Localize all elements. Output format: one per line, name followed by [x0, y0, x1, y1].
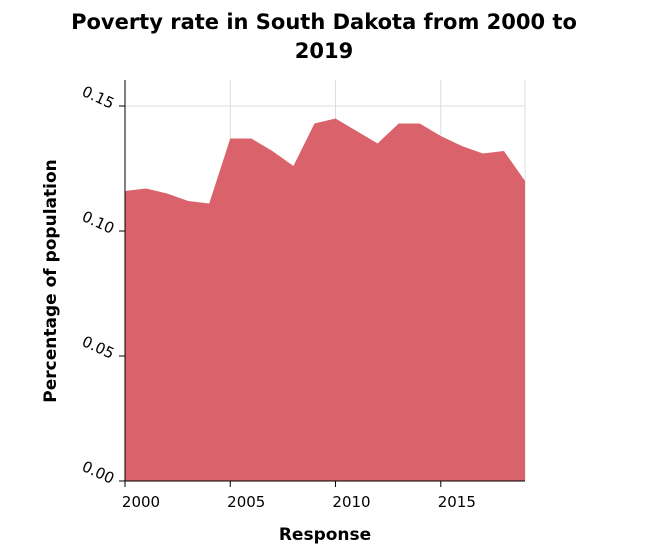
chart-title: Poverty rate in South Dakota from 2000 t…	[0, 8, 648, 66]
chart-title-line-2: 2019	[294, 39, 354, 63]
area-series	[125, 118, 525, 481]
x-tick-label: 2010	[332, 493, 370, 511]
y-tick-label: 0.15	[79, 82, 117, 112]
x-tick-label: 2015	[438, 493, 476, 511]
y-axis-label: Percentage of population	[41, 159, 61, 402]
y-tick-labels: 0.00 0.05 0.10 0.15	[79, 82, 117, 487]
x-tick-label: 2005	[227, 493, 265, 511]
chart-title-line-1: Poverty rate in South Dakota from 2000 t…	[71, 10, 577, 34]
y-tick-label: 0.10	[79, 207, 117, 237]
x-axis-label: Response	[279, 525, 371, 545]
y-tick-label: 0.05	[79, 332, 117, 362]
y-tick-label: 0.00	[79, 457, 117, 487]
x-tick-label: 2000	[122, 493, 160, 511]
axes	[119, 80, 525, 487]
x-tick-labels: 2000 2005 2010 2015	[122, 493, 476, 511]
